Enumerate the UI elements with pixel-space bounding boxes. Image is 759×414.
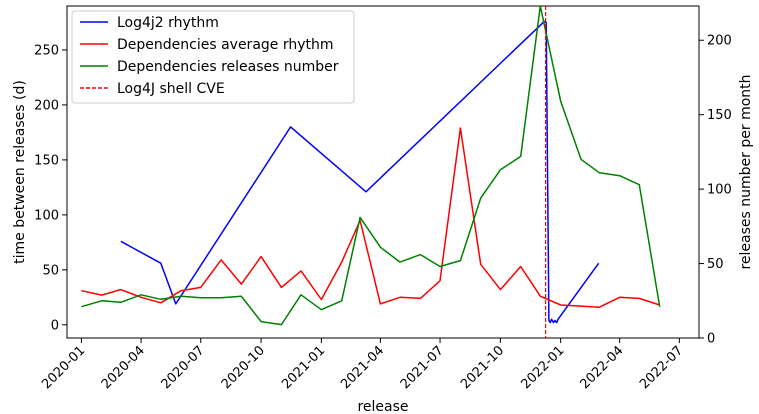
x-tick-label: 2020-04: [99, 343, 148, 392]
plot-frame: [66, 5, 700, 339]
y-tick-label: 250: [34, 43, 59, 58]
x-tick-label: 2021-07: [398, 343, 447, 392]
x-tick-label: 2020-10: [219, 343, 268, 392]
x-tick-label: 2020-07: [159, 343, 208, 392]
x-tick-label: 2021-10: [458, 343, 507, 392]
chart-marks: [81, 5, 661, 338]
series-line-dependencies-releases-number: [81, 5, 661, 326]
y-tick-label: 50: [42, 263, 59, 278]
legend-label-log4j2-rhythm: Log4j2 rhythm: [117, 15, 219, 31]
x-tick-label: 2022-04: [577, 343, 626, 392]
series-line-log4j2-rhythm: [120, 20, 600, 324]
y2-tick-label: 150: [707, 108, 732, 123]
y2-tick-label: 200: [707, 34, 732, 49]
legend-box: [71, 10, 355, 104]
y-tick-label: 100: [34, 208, 59, 223]
legend-label-log4j-shell-cve: Log4J shell CVE: [117, 81, 225, 97]
x-tick-label: 2021-04: [338, 343, 387, 392]
series-line-dependencies-average-rhythm: [81, 127, 660, 308]
legend-label-dependencies-releases-number: Dependencies releases number: [117, 59, 339, 75]
x-axis-label: release: [357, 399, 408, 414]
legend-label-dependencies-average-rhythm: Dependencies average rhythm: [117, 37, 334, 53]
x-tick-label: 2022-01: [518, 343, 567, 392]
y2-tick-label: 100: [707, 183, 732, 198]
y2-tick-label: 50: [707, 257, 724, 272]
y-tick-label: 0: [51, 318, 59, 333]
y2-axis-label: releases number per month: [738, 74, 754, 269]
y2-tick-label: 0: [707, 332, 715, 347]
legend: Log4j2 rhythm Dependencies average rhythm…: [71, 10, 355, 104]
y-tick-label: 150: [34, 153, 59, 168]
x-tick-label: 2022-07: [637, 343, 686, 392]
y-axis-label: time between releases (d): [12, 80, 28, 264]
x-tick-label: 2021-01: [279, 343, 328, 392]
x-tick-label: 2020-01: [39, 343, 88, 392]
y-tick-label: 200: [34, 98, 59, 113]
